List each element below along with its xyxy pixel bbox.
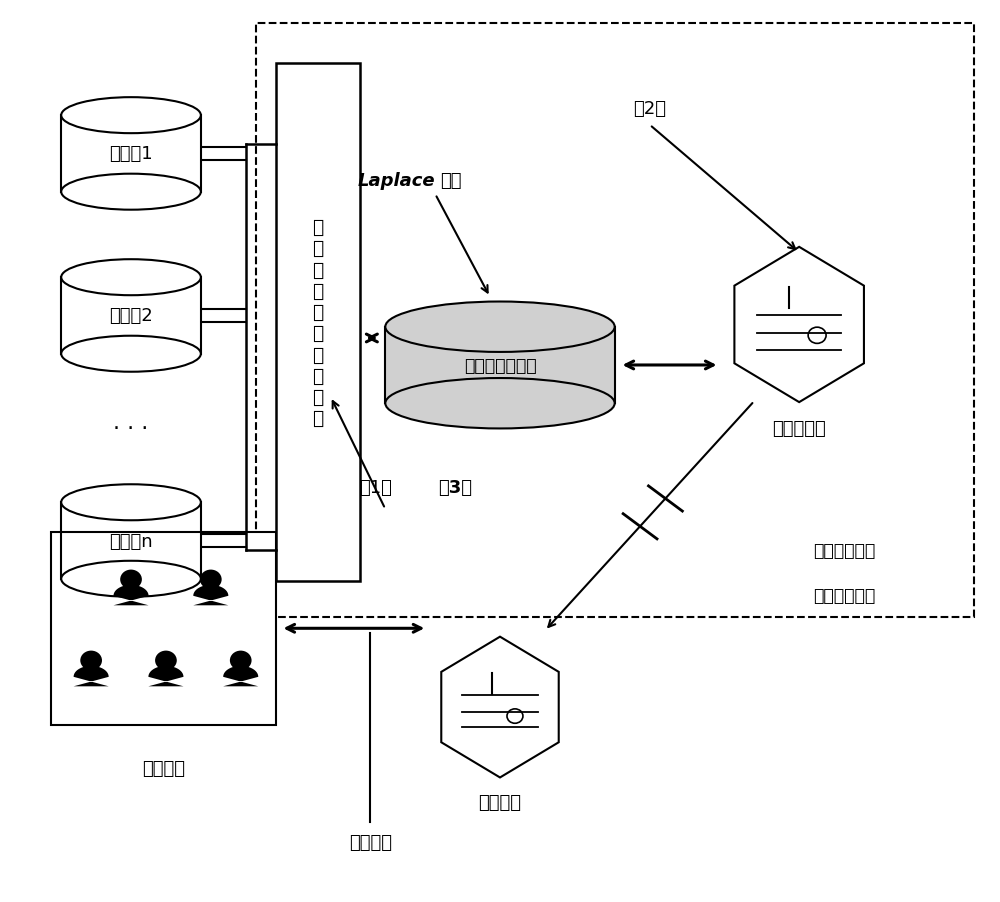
- Text: 差分隐私保护: 差分隐私保护: [813, 541, 875, 559]
- Circle shape: [80, 651, 102, 670]
- Text: 融合后的数据表: 融合后的数据表: [464, 356, 536, 374]
- Bar: [61, 116, 201, 192]
- Polygon shape: [74, 667, 109, 686]
- Circle shape: [155, 651, 177, 670]
- Polygon shape: [148, 667, 183, 686]
- Text: 差
分
隐
私
安
全
融
合
算
法: 差 分 隐 私 安 全 融 合 算 法: [312, 218, 324, 428]
- Text: 数据表2: 数据表2: [109, 307, 153, 325]
- Ellipse shape: [61, 260, 201, 296]
- Circle shape: [230, 651, 252, 670]
- Ellipse shape: [61, 174, 201, 210]
- Polygon shape: [193, 585, 228, 605]
- Bar: [385, 327, 615, 404]
- Ellipse shape: [61, 484, 201, 520]
- Text: 可信代理: 可信代理: [479, 794, 522, 812]
- Text: 假名机制: 假名机制: [349, 833, 392, 851]
- Polygon shape: [734, 247, 864, 402]
- Text: 数据融合发布: 数据融合发布: [813, 586, 875, 603]
- Text: · · ·: · · ·: [113, 419, 149, 438]
- Circle shape: [120, 570, 142, 590]
- Ellipse shape: [61, 336, 201, 373]
- Bar: [61, 502, 201, 579]
- Text: Laplace: Laplace: [358, 172, 435, 190]
- Polygon shape: [223, 667, 258, 686]
- Ellipse shape: [61, 561, 201, 597]
- Text: 数据表n: 数据表n: [109, 532, 153, 550]
- Ellipse shape: [385, 379, 615, 429]
- Text: 查询服务器: 查询服务器: [772, 419, 826, 437]
- Polygon shape: [441, 637, 559, 778]
- Text: （2）: （2）: [633, 100, 666, 118]
- Bar: [276, 64, 360, 582]
- Text: （1）: （1）: [359, 478, 392, 496]
- Bar: [51, 532, 276, 725]
- Bar: [256, 23, 974, 617]
- Polygon shape: [113, 585, 149, 605]
- Circle shape: [200, 570, 222, 590]
- Text: （3）: （3）: [438, 478, 472, 496]
- Ellipse shape: [61, 98, 201, 134]
- Text: 查询用户: 查询用户: [142, 759, 185, 778]
- Text: 数据表1: 数据表1: [109, 145, 153, 163]
- Bar: [61, 278, 201, 354]
- Text: 噪声: 噪声: [440, 172, 462, 190]
- Ellipse shape: [385, 302, 615, 353]
